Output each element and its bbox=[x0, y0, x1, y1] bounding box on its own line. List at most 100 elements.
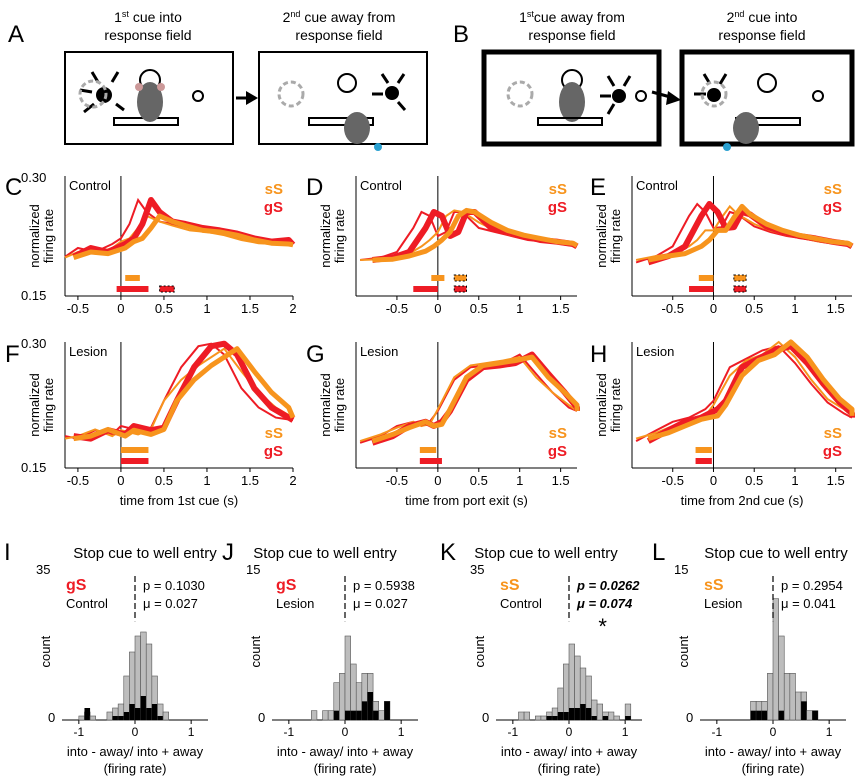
group-label: Lesion bbox=[69, 344, 107, 359]
series-sS-thick bbox=[372, 207, 579, 263]
x-tick-label: 0 bbox=[770, 725, 777, 739]
x-tick-label: 1 bbox=[516, 473, 523, 488]
y-tick-label-zero: 0 bbox=[686, 710, 693, 725]
legend-sS: sS bbox=[549, 425, 567, 442]
y-axis-label: count bbox=[472, 635, 487, 667]
schematic-A-right-caption-line1: 2nd cue away from bbox=[283, 9, 396, 25]
rat-icon bbox=[723, 112, 759, 151]
series-label: sS bbox=[704, 577, 724, 594]
y-axis-label: count bbox=[676, 635, 691, 667]
hist-bar bbox=[795, 691, 802, 721]
x-axis-label-line1: into - away/ into + away bbox=[705, 744, 842, 759]
y-axis-label-line1: normalized bbox=[27, 204, 42, 268]
response-field-icon bbox=[277, 80, 305, 108]
series-label: sS bbox=[500, 577, 520, 594]
line-panel-D: D -0.5 0 0.5 1 1.5 normalized firing rate Contro… bbox=[306, 174, 579, 316]
sig-bar-sS bbox=[698, 275, 714, 281]
x-axis-label-line2: (firing rate) bbox=[742, 761, 805, 776]
sig-bar-sS-dashed bbox=[733, 274, 747, 282]
p-value: p = 0.2954 bbox=[781, 578, 843, 593]
x-tick-label: 0.5 bbox=[155, 301, 173, 316]
legend-gS: gS bbox=[823, 443, 842, 460]
x-tick-label: 1.5 bbox=[827, 301, 845, 316]
hist-bar bbox=[78, 715, 85, 721]
histogram-panel-J: J Stop cue to well entry -1 0 1 15 0 count gS Les… bbox=[222, 539, 418, 776]
arrow-icon bbox=[236, 91, 258, 105]
hist-bar bbox=[563, 663, 570, 721]
hist-bar bbox=[772, 598, 779, 721]
x-axis-label-line1: into - away/ into + away bbox=[277, 744, 414, 759]
group-label: Lesion bbox=[276, 596, 314, 611]
hist-bar bbox=[311, 710, 318, 721]
hist-bar-significant bbox=[345, 710, 351, 720]
panel-letter-G: G bbox=[306, 341, 325, 368]
x-tick-label: -1 bbox=[712, 725, 723, 739]
schematic-B-left-caption-line1: 1stcue away from bbox=[519, 9, 625, 25]
x-tick-label: 1 bbox=[398, 725, 405, 739]
hist-bar bbox=[322, 710, 329, 721]
sig-bar-sS bbox=[125, 275, 140, 281]
y-tick-label-bottom: 0.15 bbox=[21, 460, 46, 475]
x-tick-label: -0.5 bbox=[386, 301, 408, 316]
x-axis-label-line2: (firing rate) bbox=[104, 761, 167, 776]
panel-letter-J: J bbox=[222, 539, 234, 566]
y-axis-label-line2: firing rate bbox=[608, 378, 623, 432]
schematic-A-left-caption-line2: response field bbox=[104, 27, 191, 43]
hist-bar-significant bbox=[574, 708, 581, 720]
x-tick-label: -0.5 bbox=[67, 473, 89, 488]
hist-bar-significant bbox=[367, 692, 374, 720]
schematic-A-left-caption-line1: 1st cue into bbox=[114, 9, 182, 25]
p-value: p = 0.0262 bbox=[576, 578, 640, 593]
y-axis-label: count bbox=[38, 635, 53, 667]
port-icon bbox=[812, 90, 824, 102]
histogram-panel-K: K Stop cue to well entry -1 0 1 35 0 count sS Con… bbox=[440, 539, 642, 776]
line-panel-F: F -0.5 0 0.5 1 1.5 2 normalized firing rate 0.30 0… bbox=[5, 336, 297, 508]
schematic-box-A2 bbox=[258, 51, 428, 145]
x-tick-label: 1.5 bbox=[552, 473, 570, 488]
x-tick-label: 0 bbox=[434, 301, 441, 316]
hist-bar-significant bbox=[157, 716, 164, 720]
x-axis-label: time from 2nd cue (s) bbox=[681, 493, 804, 508]
hist-bar bbox=[789, 673, 796, 721]
sig-bar-gS bbox=[689, 286, 714, 292]
sig-bar-gS bbox=[159, 286, 175, 292]
line-panel-E: E -0.5 0 0.5 1 1.5 normalized firing rate Contro… bbox=[590, 174, 854, 316]
panel-letter-D: D bbox=[306, 174, 323, 201]
y-tick-label-top: 15 bbox=[674, 562, 688, 577]
x-tick-label: 1 bbox=[791, 301, 798, 316]
group-label: Control bbox=[500, 596, 542, 611]
series-label: gS bbox=[66, 577, 87, 594]
hist-bar-significant bbox=[625, 716, 631, 720]
y-axis-label-line2: firing rate bbox=[41, 209, 56, 263]
legend-sS: sS bbox=[265, 425, 283, 442]
hist-bar-significant bbox=[750, 710, 757, 720]
schematic-B-right-caption-line1: 2nd cue into bbox=[727, 9, 798, 25]
panel-letter-A: A bbox=[8, 21, 24, 48]
hist-bar bbox=[540, 715, 547, 721]
mean-value: μ = 0.027 bbox=[353, 596, 408, 611]
panel-letter-L: L bbox=[652, 539, 665, 566]
sig-bar-sS bbox=[431, 275, 445, 281]
hist-bar bbox=[783, 673, 791, 721]
x-tick-label: 0 bbox=[117, 301, 124, 316]
legend-sS: sS bbox=[824, 181, 842, 198]
group-label: Control bbox=[360, 178, 402, 193]
well-icon bbox=[308, 117, 374, 126]
series-sS-thick bbox=[371, 354, 580, 444]
x-tick-label: 1 bbox=[622, 725, 629, 739]
series-sS-thin bbox=[359, 355, 578, 443]
hist-bar-significant bbox=[761, 710, 768, 720]
hist-bar-significant bbox=[151, 704, 158, 720]
y-tick-label-top: 35 bbox=[470, 562, 484, 577]
hist-bar-significant bbox=[602, 716, 609, 720]
hist-bar bbox=[378, 710, 385, 721]
x-tick-label: 0.5 bbox=[745, 301, 763, 316]
hist-bar-significant bbox=[756, 710, 762, 720]
hist-bar bbox=[806, 710, 813, 721]
group-label: Lesion bbox=[704, 596, 742, 611]
rat-icon bbox=[135, 69, 165, 122]
y-tick-label-zero: 0 bbox=[48, 710, 55, 725]
x-tick-label: 1 bbox=[203, 473, 210, 488]
mean-value: μ = 0.041 bbox=[781, 596, 836, 611]
sig-bar-gS bbox=[733, 286, 747, 292]
